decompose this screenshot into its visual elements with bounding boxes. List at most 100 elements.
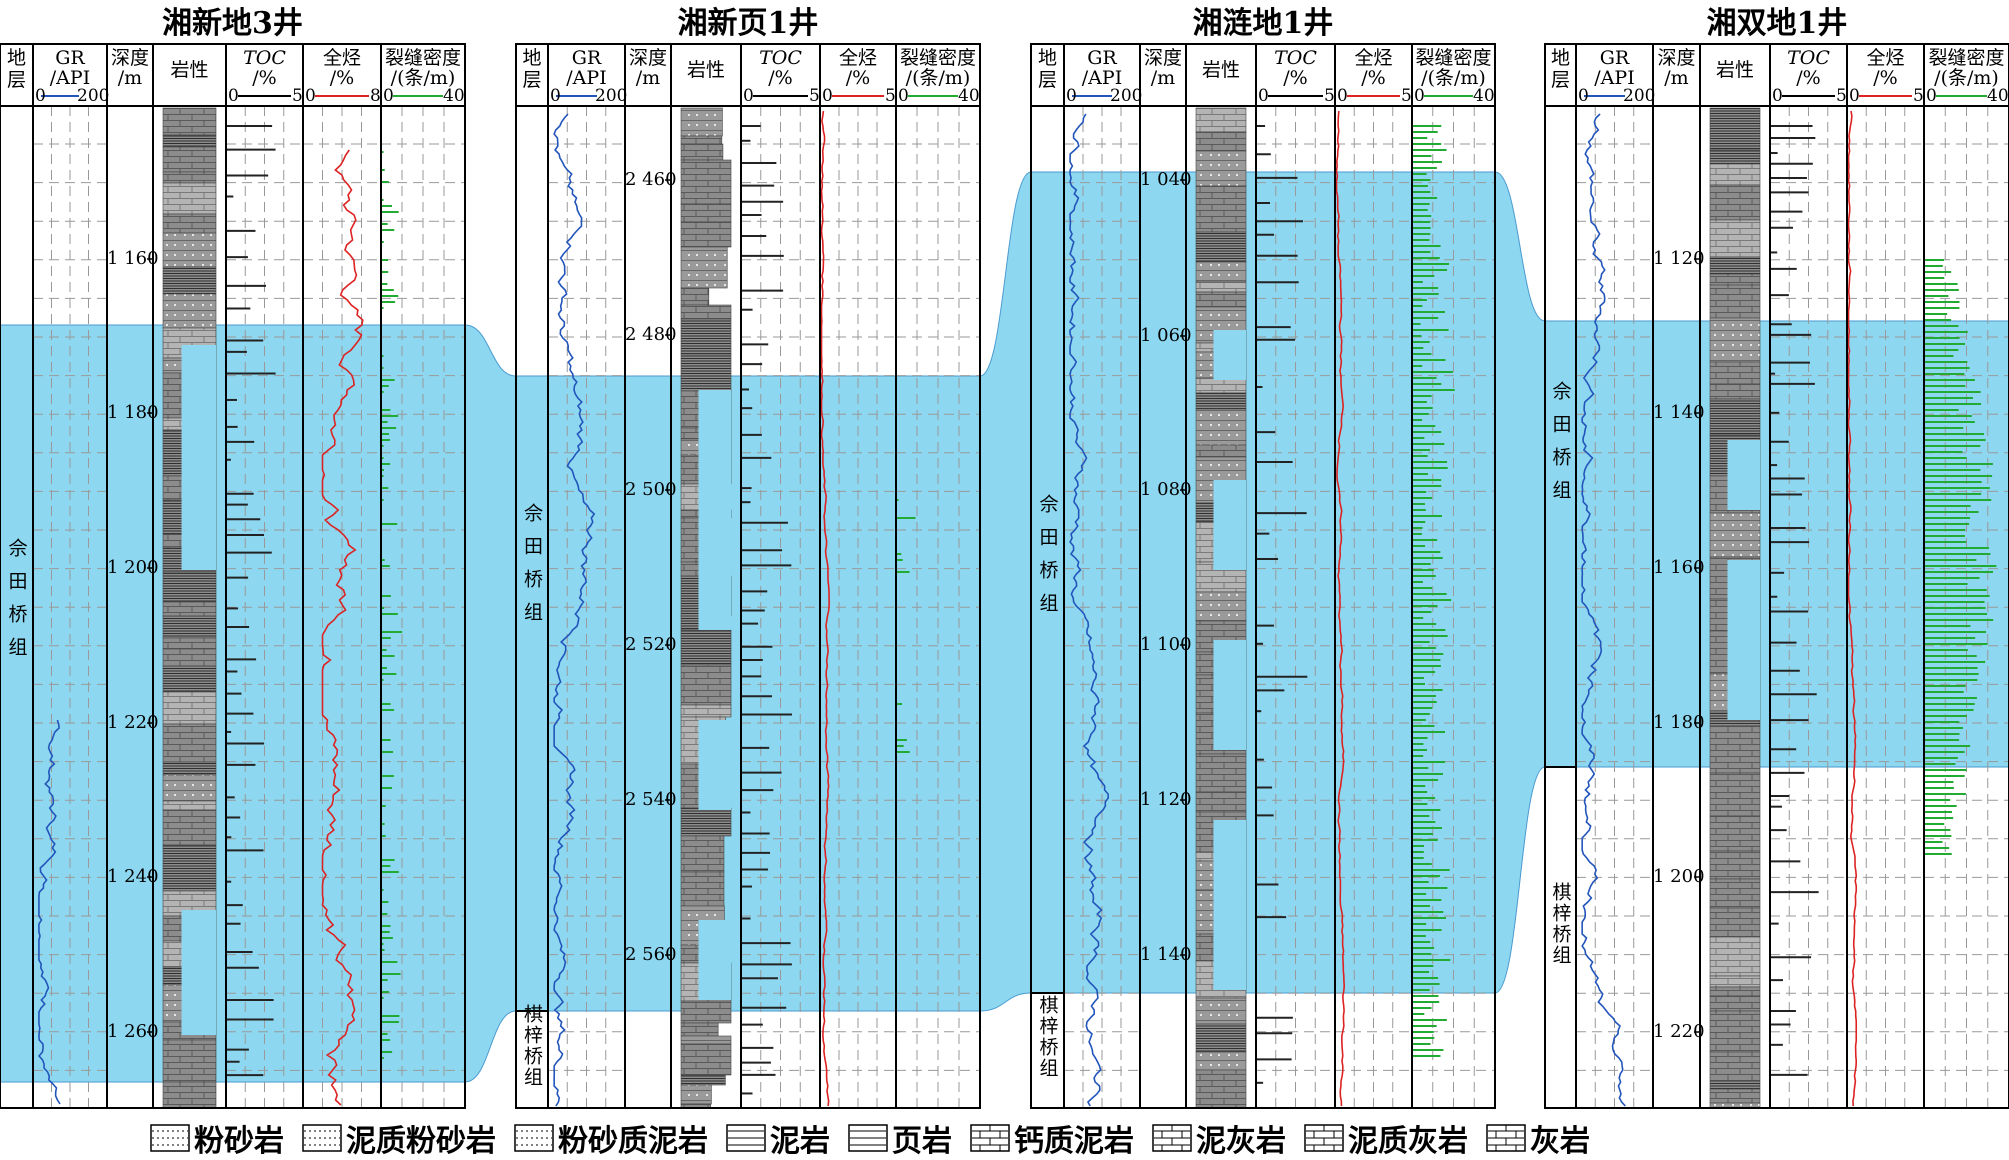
lithology-column xyxy=(162,107,217,1109)
frac-scale-min: 0 xyxy=(383,86,394,106)
frac-scale-max: 40 xyxy=(443,86,465,106)
lithology-lens xyxy=(1213,640,1246,750)
lithology-bed xyxy=(680,1022,719,1037)
header-depth-2: /m xyxy=(117,67,143,89)
legend-label: 泥质粉砂岩 xyxy=(346,1124,496,1159)
depth-label: 1 100 xyxy=(1140,634,1192,655)
toc-scale-max: 5 xyxy=(1836,86,1847,106)
lithology-bed xyxy=(162,809,217,846)
lithology-bed xyxy=(162,637,217,650)
well-w4 xyxy=(1544,43,2009,1109)
header-strat-1: 地 xyxy=(6,47,26,69)
lithology-bed xyxy=(162,171,217,184)
gr-curve xyxy=(38,719,61,1105)
hc-scale-max: 5 xyxy=(1913,86,1924,106)
lithology-bed xyxy=(1709,284,1761,319)
track-frame xyxy=(515,43,981,1109)
lithology-bed xyxy=(680,1074,726,1086)
header-toc-1: TOC xyxy=(243,47,286,69)
well-w1 xyxy=(0,43,466,1109)
lithology-bed xyxy=(680,1043,732,1076)
lithology-bed xyxy=(1709,975,1761,988)
legend-label: 粉砂岩 xyxy=(194,1124,284,1159)
lithology-bed xyxy=(1195,591,1247,622)
toc-scale-max: 5 xyxy=(292,86,303,106)
lithology-bed xyxy=(680,221,732,248)
lithology-bed xyxy=(1709,815,1761,852)
frac-scale-max: 40 xyxy=(1473,86,1495,106)
toc-scale-max: 5 xyxy=(1324,86,1335,106)
well-w2 xyxy=(515,43,981,1109)
header-litho: 岩性 xyxy=(686,59,725,81)
lithology-bed xyxy=(1709,184,1761,221)
lithology-bed xyxy=(1195,150,1247,187)
lithology-lens xyxy=(1213,820,1246,990)
depth-label: 1 180 xyxy=(1653,712,1705,733)
legend-item: 泥质粉砂岩 xyxy=(302,1116,496,1160)
header-hc-1: 全烃 xyxy=(322,47,361,69)
header-toc-2: /% xyxy=(1283,67,1308,89)
header-toc-1: TOC xyxy=(1787,47,1830,69)
lithology-lens xyxy=(698,390,731,630)
lithology-bed xyxy=(162,665,217,693)
lithology-bed xyxy=(1195,392,1247,410)
formation-label: 佘田桥组 xyxy=(1036,493,1059,626)
lithology-bed xyxy=(1709,398,1761,436)
frac-scale-max: 40 xyxy=(1987,86,2009,106)
header-toc-2: /% xyxy=(252,67,277,89)
gr-scale-max: 200 xyxy=(595,86,628,106)
lithology-bed xyxy=(680,159,732,205)
header-litho: 岩性 xyxy=(1715,59,1754,81)
lithology-bed xyxy=(162,146,217,173)
hydrocarbon-curve xyxy=(820,110,830,1107)
lithology-bed xyxy=(680,107,723,137)
lithology-bed xyxy=(1195,281,1247,293)
lithology-lens xyxy=(698,720,731,810)
depth-label: 1 040 xyxy=(1140,169,1192,190)
legend-label: 泥岩 xyxy=(770,1124,830,1159)
header-frac-1: 裂缝密度 xyxy=(1928,47,2005,69)
lithology-bed xyxy=(162,572,217,603)
lithology-bed xyxy=(1195,261,1247,283)
lithology-bed xyxy=(162,1081,217,1109)
lithology-bed xyxy=(162,266,217,295)
header-strat-2: 层 xyxy=(522,69,542,91)
lithology-bed xyxy=(1709,317,1761,363)
hc-scale-max: 5 xyxy=(1401,86,1412,106)
lithology-bed xyxy=(1195,997,1247,1025)
lithology-bed xyxy=(1709,219,1761,258)
depth-label: 2 560 xyxy=(625,944,677,965)
formation-label: 棋梓桥组 xyxy=(1036,994,1059,1079)
hc-scale-min: 0 xyxy=(305,86,316,106)
lithology-bed xyxy=(162,107,217,136)
lithology-bed xyxy=(1195,444,1247,458)
header-toc-2: /% xyxy=(1796,67,1821,89)
lithology-bed xyxy=(1709,273,1761,286)
frac-scale-min: 0 xyxy=(1926,86,1937,106)
header-frac-2: /(条/m) xyxy=(905,67,971,89)
depth-label: 1 140 xyxy=(1653,402,1705,423)
lithology-bed xyxy=(1709,1088,1761,1104)
lithology-bed xyxy=(1195,791,1247,813)
well-title: 湘涟地1井 xyxy=(1192,6,1334,41)
header-strat-1: 地 xyxy=(522,47,542,69)
legend-swatch-shale xyxy=(848,1124,888,1152)
lithology-bed xyxy=(680,807,732,837)
lithology-bed xyxy=(1195,107,1247,133)
well-title: 湘新地3井 xyxy=(162,6,303,41)
header-strat-2: 层 xyxy=(1037,69,1057,91)
header-depth-1: 深度 xyxy=(110,47,149,69)
legend-label: 灰岩 xyxy=(1530,1124,1590,1159)
lithology-bed xyxy=(162,723,217,763)
gr-scale-min: 0 xyxy=(35,86,46,106)
legend-label: 粉砂质泥岩 xyxy=(558,1124,708,1159)
lithology-bed xyxy=(162,615,217,639)
lithology-bed xyxy=(1195,1023,1247,1053)
lithology-bed xyxy=(1709,361,1761,385)
lithology-bed xyxy=(1709,850,1761,880)
header-frac-2: /(条/m) xyxy=(390,67,456,89)
header-gr-1: GR xyxy=(55,47,85,69)
header-hc-1: 全烃 xyxy=(1354,47,1393,69)
lithology-lens xyxy=(1213,330,1246,380)
